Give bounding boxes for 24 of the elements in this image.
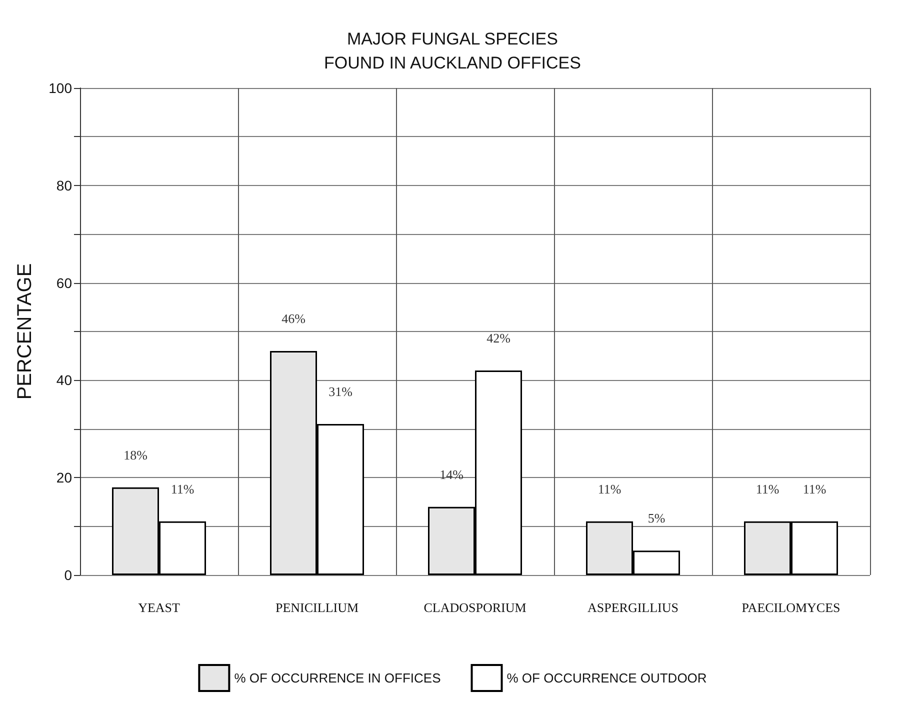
x-tick-label: PENICILLIUM [275,600,359,615]
legend-label: % OF OCCURRENCE IN OFFICES [234,670,442,686]
data-label: 5% [648,510,666,526]
x-tick-label: YEAST [138,600,180,615]
chart-title: MAJOR FUNGAL SPECIES FOUND IN AUCKLAND OFFICES [324,30,581,72]
data-label: 11% [170,481,194,496]
data-label: 42% [486,330,511,346]
y-tick-label: 60 [56,274,72,291]
data-label: 46% [282,310,306,326]
data-label: 11% [756,481,780,496]
y-tick-label: 80 [56,177,72,194]
x-tick-label: CLADOSPORIUM [424,600,527,615]
data-label: 31% [328,384,353,400]
y-tick-label: 20 [56,470,72,486]
legend-label: % OF OCCURRENCE OUTDOOR [506,670,707,686]
y-axis-title: PERCENTAGE [14,263,36,400]
y-tick-label: 40 [56,372,72,388]
x-tick-label: PAECILOMYCES [742,600,840,615]
y-tick-label: 0 [64,567,72,583]
data-label: 11% [802,481,826,496]
x-tick-label: ASPERGILLIUS [587,600,679,615]
data-label: 18% [124,447,148,462]
data-label: 11% [598,481,622,496]
y-tick-label: 100 [48,80,72,96]
